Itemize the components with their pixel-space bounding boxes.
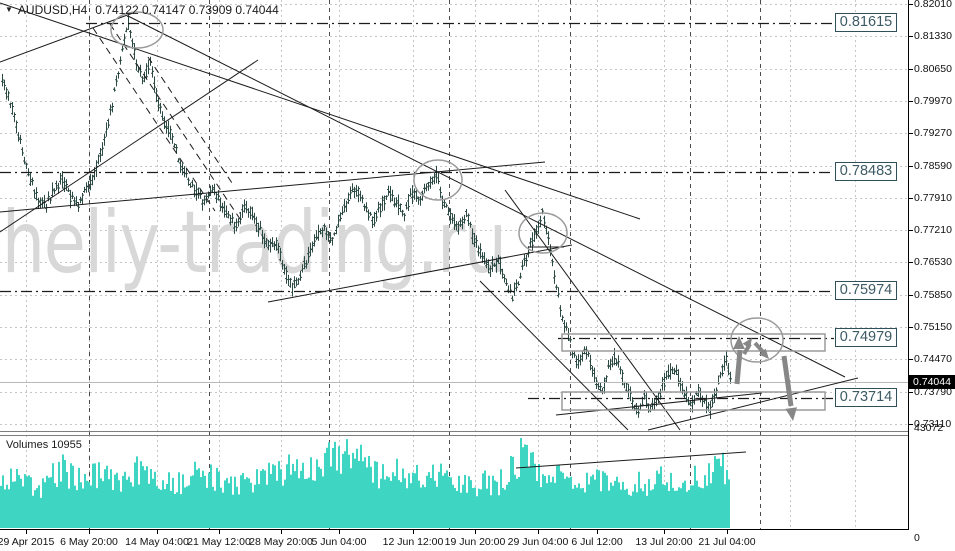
trendline[interactable] bbox=[0, 12, 134, 63]
volumes-indicator-label: Volumes 10955 bbox=[6, 439, 82, 451]
price-tick-label: 0.74470 bbox=[914, 353, 952, 365]
date-tick-label: 28 May 20:00 bbox=[249, 536, 313, 548]
date-tick-label: 14 May 04:00 bbox=[125, 536, 189, 548]
symbol-period-label: AUDUSD,H4 bbox=[17, 3, 88, 17]
axis-frame-layer bbox=[0, 0, 913, 534]
trendline[interactable] bbox=[0, 161, 546, 213]
ellipse-annotation[interactable] bbox=[110, 11, 164, 49]
zone-box[interactable] bbox=[561, 391, 826, 411]
date-tick-label: 21 Jul 04:00 bbox=[698, 536, 756, 548]
price-axis[interactable]: 43072 0 0.74044 0.82010 0.81330 0.80650 0.7… bbox=[909, 0, 955, 551]
price-level-callout[interactable]: 0.74979 bbox=[835, 328, 897, 347]
date-tick-label: 6 Jul 12:00 bbox=[571, 536, 623, 548]
ellipse-annotation[interactable] bbox=[518, 212, 568, 254]
price-tick-label: 0.79270 bbox=[914, 127, 952, 139]
arrow-head-icon[interactable] bbox=[759, 348, 769, 359]
current-price-tag: 0.74044 bbox=[909, 375, 955, 389]
watermark: heliy-trading.ru bbox=[2, 194, 506, 293]
price-tick-label: 0.80650 bbox=[914, 63, 952, 75]
price-tick-label: 0.82010 bbox=[914, 0, 952, 10]
date-tick-label: 29 Jun 04:00 bbox=[507, 536, 569, 548]
trendline[interactable] bbox=[479, 280, 629, 431]
volume-max-tick: 43072 bbox=[914, 422, 944, 434]
dashed-trendline[interactable] bbox=[109, 23, 243, 223]
price-tick-label: 0.75150 bbox=[914, 321, 952, 333]
date-tick-label: 29 Apr 2015 bbox=[0, 536, 55, 548]
date-tick-label: 13 Jul 20:00 bbox=[635, 536, 693, 548]
ellipse-annotation[interactable] bbox=[730, 317, 784, 363]
arrow-head-icon[interactable] bbox=[733, 336, 745, 349]
grid-layer bbox=[0, 0, 908, 529]
trendline[interactable] bbox=[127, 15, 846, 378]
price-level-callout[interactable]: 0.75974 bbox=[835, 281, 897, 300]
zone-box[interactable] bbox=[561, 333, 826, 352]
volume-min-tick: 0 bbox=[914, 532, 920, 544]
chart-header: ▼ AUDUSD,H4 0.74122 0.74147 0.73909 0.7404… bbox=[5, 3, 279, 17]
dashed-trendline[interactable] bbox=[147, 56, 233, 184]
date-tick-label: 19 Jun 20:00 bbox=[444, 536, 506, 548]
symbol-dropdown-icon[interactable]: ▼ bbox=[5, 5, 13, 14]
price-tick-label: 0.77210 bbox=[914, 224, 952, 236]
date-tick-label: 12 Jun 12:00 bbox=[382, 536, 444, 548]
date-tick-label: 5 Jun 04:00 bbox=[311, 536, 367, 548]
price-tick-label: 0.75850 bbox=[914, 289, 952, 301]
price-tick-label: 0.76530 bbox=[914, 256, 952, 268]
trendline[interactable] bbox=[0, 59, 259, 233]
trendline[interactable] bbox=[504, 189, 681, 431]
dashed-trendline[interactable] bbox=[92, 27, 216, 212]
trendline[interactable] bbox=[647, 377, 859, 431]
arrow-head-icon[interactable] bbox=[742, 338, 752, 349]
trendline[interactable] bbox=[0, 2, 641, 220]
volume-bars bbox=[0, 438, 730, 528]
price-tick-label: 0.73790 bbox=[914, 386, 952, 398]
price-level-callout[interactable]: 0.73714 bbox=[835, 388, 897, 407]
time-axis[interactable]: 29 Apr 2015 6 May 20:00 14 May 04:00 21 May… bbox=[0, 535, 955, 551]
ellipse-annotation[interactable] bbox=[413, 159, 463, 201]
price-tick-label: 0.79970 bbox=[914, 95, 952, 107]
arrow-annotation[interactable] bbox=[734, 349, 743, 385]
arrow-head-icon[interactable] bbox=[785, 407, 797, 421]
trendline[interactable] bbox=[515, 451, 747, 469]
date-tick-label: 21 May 12:00 bbox=[187, 536, 251, 548]
price-tick-label: 0.81330 bbox=[914, 30, 952, 42]
trendline[interactable] bbox=[555, 392, 763, 416]
ohlc-bar-open-close-ticks bbox=[1, 16, 732, 414]
ohlc-quote-values: 0.74122 0.74147 0.73909 0.74044 bbox=[95, 3, 279, 17]
annotations-layer bbox=[0, 2, 908, 469]
price-tick-label: 0.77910 bbox=[914, 192, 952, 204]
price-level-callout[interactable]: 0.81615 bbox=[835, 13, 897, 32]
price-tick-label: 0.78590 bbox=[914, 160, 952, 172]
date-tick-label: 6 May 20:00 bbox=[60, 536, 118, 548]
arrow-annotation[interactable] bbox=[781, 355, 794, 407]
price-tick-label: 0.73110 bbox=[914, 418, 952, 430]
price-level-callout[interactable]: 0.78483 bbox=[835, 162, 897, 181]
trendline[interactable] bbox=[267, 244, 573, 303]
